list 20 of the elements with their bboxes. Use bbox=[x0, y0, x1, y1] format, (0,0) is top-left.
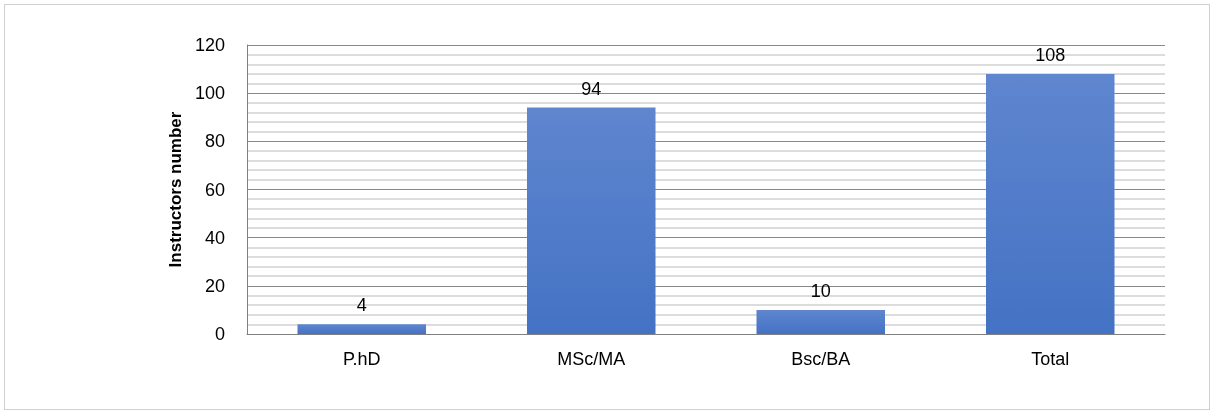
data-label: 4 bbox=[356, 295, 367, 316]
y-tick-label: 120 bbox=[194, 35, 225, 55]
y-tick-label: 100 bbox=[194, 83, 225, 104]
y-tick-label: 20 bbox=[204, 275, 225, 296]
data-label: 108 bbox=[1035, 44, 1066, 65]
data-label: 94 bbox=[581, 78, 602, 99]
x-tick-label: Total bbox=[1031, 349, 1070, 369]
y-tick-label: 60 bbox=[204, 179, 225, 200]
x-tick-label: P.hD bbox=[342, 349, 381, 369]
data-label: 10 bbox=[810, 280, 831, 301]
bar bbox=[526, 107, 656, 334]
bar bbox=[985, 73, 1115, 334]
x-tick-label: Bsc/BA bbox=[791, 349, 851, 369]
y-tick-label: 80 bbox=[204, 131, 225, 152]
bar bbox=[756, 309, 886, 334]
y-tick-label: 0 bbox=[214, 324, 225, 344]
bar bbox=[297, 324, 427, 334]
y-axis-title: Instructors number bbox=[166, 111, 186, 268]
x-tick-label: MSc/MA bbox=[557, 349, 626, 369]
y-tick-label: 40 bbox=[204, 227, 225, 248]
